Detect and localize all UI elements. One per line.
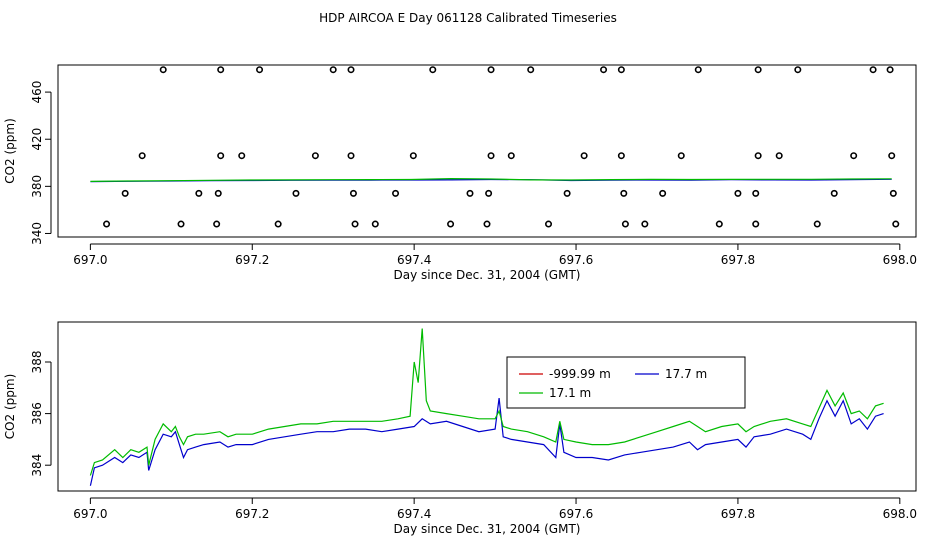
- scatter-point: [214, 189, 222, 197]
- scatter-point: [351, 220, 359, 228]
- scatter-point: [752, 189, 760, 197]
- x-axis-label: Day since Dec. 31, 2004 (GMT): [394, 522, 581, 536]
- series-line-17-1-m: [89, 328, 884, 476]
- scatter-point: [485, 189, 493, 197]
- scatter-point: [238, 152, 246, 160]
- legend-label: -999.99 m: [549, 367, 611, 381]
- top-scatter-panel: 697.0 697.2 697.4 697.6 697.8 698.0 Day since …: [3, 64, 917, 282]
- plot-frame: [57, 321, 917, 492]
- scatter-point: [349, 189, 357, 197]
- x-tick-label: 697.8: [721, 253, 755, 267]
- scatter-point: [466, 189, 474, 197]
- scatter-point: [392, 189, 400, 197]
- scatter-point: [274, 220, 282, 228]
- scatter-point: [850, 152, 858, 160]
- scatter-point: [159, 66, 167, 74]
- scatter-point: [347, 152, 355, 160]
- scatter-point: [734, 189, 742, 197]
- scatter-point: [659, 189, 667, 197]
- series-line-17-1-m: [90, 177, 892, 182]
- x-tick-label: 697.4: [397, 253, 431, 267]
- scatter-point: [617, 66, 625, 74]
- scatter-point: [641, 220, 649, 228]
- scatter-point: [775, 152, 783, 160]
- y-tick-label: 384: [30, 454, 44, 477]
- scatter-point: [103, 220, 111, 228]
- scatter-point: [715, 220, 723, 228]
- scatter-point: [754, 152, 762, 160]
- scatter-point: [754, 66, 762, 74]
- scatter-point: [138, 152, 146, 160]
- plot-frame: [57, 64, 917, 238]
- x-tick-label: 697.6: [559, 507, 593, 521]
- y-tick-label: 420: [30, 128, 44, 151]
- scatter-point: [371, 220, 379, 228]
- scatter-point: [217, 152, 225, 160]
- scatter-point: [177, 220, 185, 228]
- scatter-point: [580, 152, 588, 160]
- scatter-point: [311, 152, 319, 160]
- scatter-point: [752, 220, 760, 228]
- scatter-point: [889, 189, 897, 197]
- x-tick-label: 698.0: [883, 507, 917, 521]
- scatter-point: [617, 152, 625, 160]
- x-axis-label: Day since Dec. 31, 2004 (GMT): [394, 268, 581, 282]
- x-tick-label: 697.0: [73, 507, 107, 521]
- x-tick-label: 697.8: [721, 507, 755, 521]
- x-tick-label: 697.0: [73, 253, 107, 267]
- scatter-point: [507, 152, 515, 160]
- scatter-point: [195, 189, 203, 197]
- y-axis-label: CO2 (ppm): [3, 374, 17, 440]
- scatter-point: [620, 189, 628, 197]
- scatter-point: [600, 66, 608, 74]
- x-tick-label: 698.0: [883, 253, 917, 267]
- scatter-point: [329, 66, 337, 74]
- x-tick-label: 697.4: [397, 507, 431, 521]
- legend-label: 17.7 m: [665, 367, 707, 381]
- scatter-point: [429, 66, 437, 74]
- scatter-point: [256, 66, 264, 74]
- y-tick-label: 386: [30, 402, 44, 425]
- y-tick-label: 460: [30, 81, 44, 104]
- y-axis-label: CO2 (ppm): [3, 118, 17, 184]
- scatter-point: [563, 189, 571, 197]
- x-tick-label: 697.6: [559, 253, 593, 267]
- y-tick-label: 340: [30, 222, 44, 245]
- scatter-point: [888, 152, 896, 160]
- bottom-line-panel: 697.0 697.2 697.4 697.6 697.8 698.0 Day since …: [3, 321, 917, 536]
- scatter-point: [794, 66, 802, 74]
- series-line-17-7-m: [89, 398, 884, 486]
- y-tick-label: 380: [30, 175, 44, 198]
- scatter-point: [409, 152, 417, 160]
- scatter-point: [217, 66, 225, 74]
- scatter-point: [213, 220, 221, 228]
- chart-legend: -999.99 m 17.7 m 17.1 m: [506, 356, 746, 409]
- scatter-point: [292, 189, 300, 197]
- y-tick-label: 388: [30, 351, 44, 374]
- legend-label: 17.1 m: [549, 386, 591, 400]
- scatter-point: [487, 66, 495, 74]
- scatter-point: [483, 220, 491, 228]
- scatter-point: [621, 220, 629, 228]
- scatter-point: [447, 220, 455, 228]
- scatter-point: [869, 66, 877, 74]
- scatter-point: [886, 66, 894, 74]
- scatter-point: [527, 66, 535, 74]
- scatter-point: [813, 220, 821, 228]
- scatter-point: [830, 189, 838, 197]
- legend-box: [506, 356, 746, 409]
- scatter-point: [347, 66, 355, 74]
- x-tick-label: 697.2: [235, 507, 269, 521]
- scatter-point: [545, 220, 553, 228]
- scatter-point: [892, 220, 900, 228]
- figure-title: HDP AIRCOA E Day 061128 Calibrated Times…: [319, 11, 617, 25]
- scatter-point: [694, 66, 702, 74]
- scatter-point: [121, 189, 129, 197]
- x-tick-label: 697.2: [235, 253, 269, 267]
- scatter-point: [677, 152, 685, 160]
- scatter-point: [487, 152, 495, 160]
